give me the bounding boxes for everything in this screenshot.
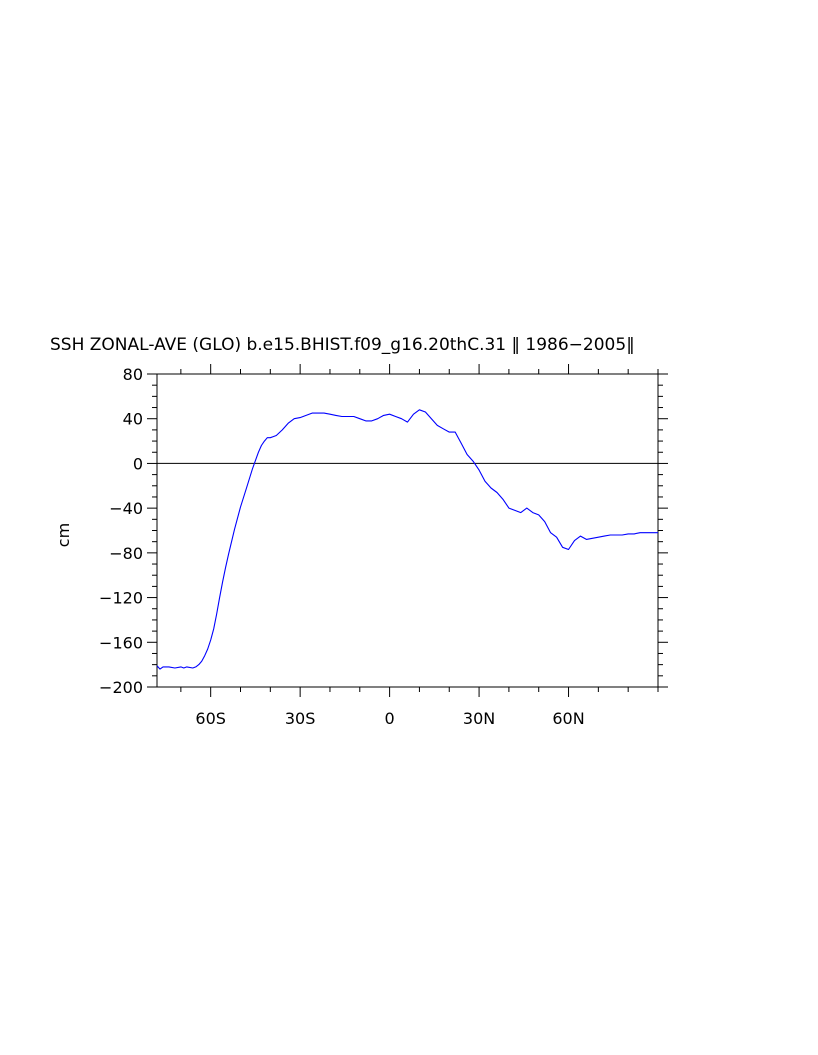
y-tick-label: −80 [109, 544, 143, 563]
chart-title: SSH ZONAL-AVE (GLO) b.e15.BHIST.f09_g16.… [50, 335, 635, 355]
plot-frame [156, 373, 659, 688]
plot-area: 80 40 0 −40 −80 −120 −160 −200 60S 30S 0 30N 60N [99, 364, 668, 728]
ssh-series-line [156, 409, 658, 670]
y-tick-label: 80 [123, 365, 143, 384]
x-tick-label: 60N [552, 709, 584, 728]
y-tick-label: 40 [123, 410, 143, 429]
y-tick-label: −160 [99, 633, 143, 652]
x-tick-label: 30S [285, 709, 316, 728]
y-tick-label: 0 [133, 454, 143, 473]
x-tick-label: 30N [463, 709, 495, 728]
y-axis-label: cm [54, 523, 73, 547]
y-tick-label: −40 [109, 499, 143, 518]
y-tick-label: −120 [99, 589, 143, 608]
x-tick-label: 0 [385, 709, 395, 728]
x-tick-label: 60S [195, 709, 226, 728]
y-tick-label: −200 [99, 678, 143, 697]
